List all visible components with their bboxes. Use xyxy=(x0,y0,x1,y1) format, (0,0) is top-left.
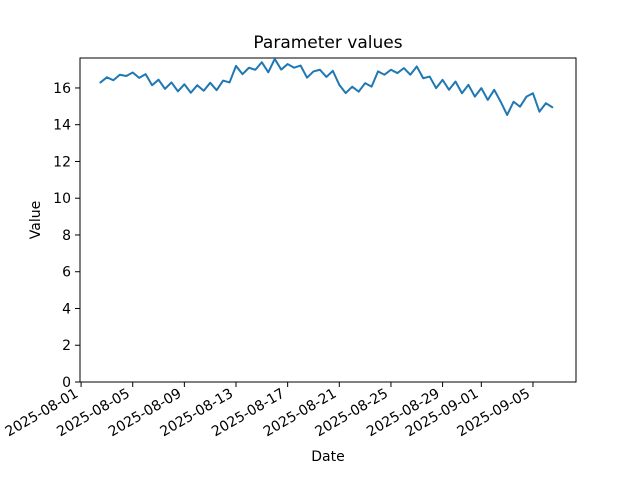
y-tick-label: 2 xyxy=(62,338,71,354)
y-tick-label: 14 xyxy=(53,118,71,134)
chart-title: Parameter values xyxy=(253,33,403,53)
x-axis-label: Date xyxy=(311,449,345,465)
y-tick-label: 6 xyxy=(62,265,71,281)
y-tick-label: 0 xyxy=(62,375,71,391)
y-axis-label: Value xyxy=(28,200,44,240)
axes-frame xyxy=(79,57,577,383)
data-series-line xyxy=(99,57,554,116)
y-tick-label: 12 xyxy=(53,154,71,170)
y-tick-label: 4 xyxy=(62,301,71,317)
y-tick-label: 8 xyxy=(62,228,71,244)
y-tick-label: 10 xyxy=(53,191,71,207)
y-tick-label: 16 xyxy=(53,81,71,97)
